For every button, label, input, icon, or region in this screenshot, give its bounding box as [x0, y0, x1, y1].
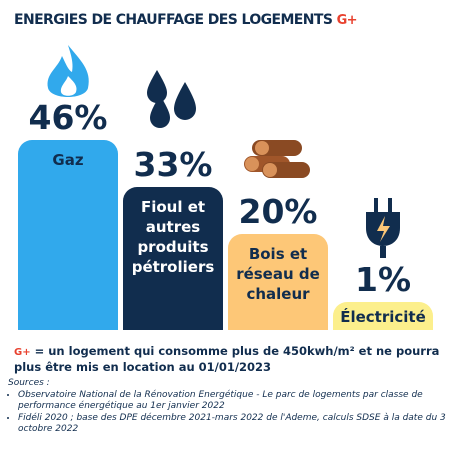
value-label: 20% — [238, 192, 318, 231]
bar: Bois et réseau de chaleur — [228, 234, 328, 330]
bar: Fioul et autres produits pétroliers — [123, 187, 223, 330]
badge: G+ — [14, 347, 31, 358]
flame-core — [60, 76, 77, 96]
value-label: 46% — [28, 98, 108, 138]
category-label: Bois et réseau de chaleur — [236, 245, 320, 303]
icons — [47, 45, 400, 258]
footnote-text: = un logement qui consomme plus de 450kw… — [14, 344, 440, 374]
bar: Électricité — [333, 302, 433, 330]
value-label: 33% — [133, 145, 213, 185]
sources-title: Sources : — [8, 378, 50, 388]
drops-icon — [147, 70, 196, 128]
bar: Gaz — [18, 140, 118, 330]
source-item: Observatoire National de la Rénovation E… — [18, 390, 448, 413]
sources: Sources : Observatoire National de la Ré… — [8, 378, 448, 436]
category-label: Fioul et autres produits pétroliers — [131, 198, 215, 277]
plug-icon — [366, 198, 400, 258]
badge: G+ — [336, 13, 358, 28]
value-label: 1% — [354, 260, 412, 300]
footnote: G+ = un logement qui consomme plus de 45… — [14, 344, 444, 375]
source-item: Fidéli 2020 ; base des DPE décembre 2021… — [18, 413, 448, 436]
sources-list: Observatoire National de la Rénovation E… — [8, 390, 448, 436]
title-row: ENERGIES DE CHAUFFAGE DES LOGEMENTS G+ — [14, 12, 358, 28]
category-label: Gaz — [52, 151, 84, 170]
chart-title: ENERGIES DE CHAUFFAGE DES LOGEMENTS — [14, 12, 333, 28]
flame-icon — [47, 45, 89, 97]
logs-icon — [244, 140, 310, 178]
category-label: Électricité — [340, 308, 426, 327]
